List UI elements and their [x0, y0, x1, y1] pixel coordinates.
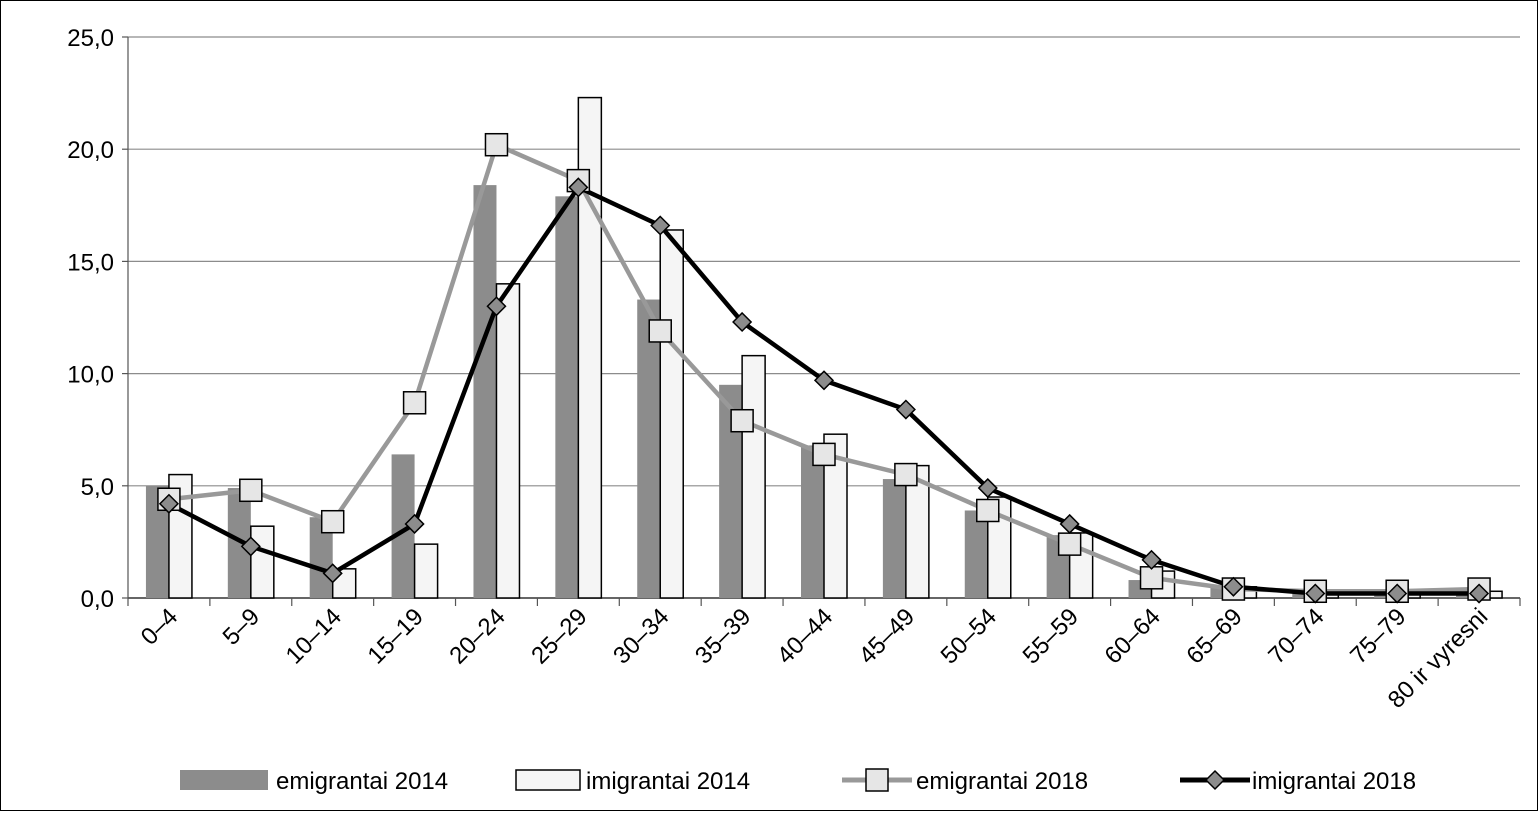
y-tick-label: 20,0	[67, 137, 114, 164]
x-tick-labels: 0–4 5–9 10–14 15–19 20–24 25–29 30–34 35–39 40–4…	[136, 603, 1494, 714]
square-marker	[894, 462, 918, 487]
x-tick-label: 75–79	[1345, 603, 1411, 669]
x-tick-label: 20–24	[444, 603, 510, 669]
y-tick-label: 15,0	[67, 249, 114, 276]
line-series	[157, 132, 1491, 604]
legend: emigrantai 2014 imigrantai 2014 emigrant…	[180, 768, 1416, 795]
y-tick-label: 25,0	[67, 25, 114, 52]
square-marker	[730, 408, 754, 433]
x-tick-label: 50–54	[936, 603, 1002, 669]
x-tick-label: 30–34	[608, 603, 674, 669]
bar	[637, 299, 661, 598]
x-tick-label: 0–4	[136, 603, 183, 650]
square-marker	[1139, 566, 1164, 590]
x-tick-label: 15–19	[363, 603, 429, 669]
square-marker	[402, 391, 427, 415]
x-tick-label: 35–39	[690, 603, 756, 669]
diamond-marker	[732, 311, 753, 333]
y-tick-label: 5,0	[81, 474, 114, 501]
diamond-marker	[1059, 513, 1080, 535]
bar	[964, 510, 988, 598]
x-tick-label: 55–59	[1018, 603, 1084, 669]
grid-lines	[122, 36, 1521, 606]
bar	[227, 488, 251, 598]
square-marker	[648, 319, 672, 343]
diamond-marker	[895, 399, 916, 420]
square-marker	[1057, 532, 1082, 556]
y-tick-labels: 0,0 5,0 10,0 15,0 20,0 25,0	[67, 25, 114, 613]
square-marker	[484, 132, 509, 157]
square-marker	[239, 478, 263, 503]
bar	[801, 445, 824, 598]
diamond-marker	[568, 177, 589, 198]
bar	[309, 517, 333, 598]
bar	[250, 525, 275, 599]
diamond-marker	[404, 513, 425, 535]
legend-marker-imigrantai-2018	[1204, 769, 1226, 791]
bar	[473, 185, 497, 598]
bar	[145, 485, 169, 598]
x-tick-label: 5–9	[218, 603, 265, 650]
y-tick-label: 0,0	[81, 586, 114, 613]
bar	[577, 96, 603, 599]
bar	[741, 354, 766, 599]
diamond-marker	[240, 536, 261, 557]
x-tick-label: 45–49	[854, 603, 920, 669]
bar	[413, 543, 439, 599]
legend-label-imigrantai-2014: imigrantai 2014	[586, 768, 750, 795]
bar	[659, 229, 684, 599]
legend-label-imigrantai-2018: imigrantai 2018	[1252, 768, 1416, 795]
square-marker	[320, 509, 345, 534]
diamond-marker	[977, 477, 998, 499]
bar	[823, 433, 848, 599]
bar	[719, 384, 743, 598]
bar	[987, 496, 1012, 599]
x-tick-label: 10–14	[281, 603, 347, 669]
diamond-marker	[1305, 583, 1326, 604]
legend-label-emigrantai-2018: emigrantai 2018	[916, 768, 1088, 795]
x-tick-label: 60–64	[1099, 603, 1165, 669]
bar	[495, 283, 521, 599]
diamond-marker	[486, 296, 507, 317]
legend-marker-emigrantai-2018	[865, 768, 889, 792]
diamond-marker	[813, 370, 835, 391]
x-tick-label: 70–74	[1263, 603, 1329, 669]
diamond-marker	[650, 215, 671, 236]
bar	[555, 196, 579, 598]
x-tick-label: 40–44	[772, 603, 838, 669]
diamond-marker	[322, 563, 343, 584]
y-tick-label: 10,0	[67, 362, 114, 389]
legend-swatch-imigrantai-2014	[515, 769, 581, 791]
square-marker	[976, 498, 1000, 523]
square-marker	[812, 442, 836, 467]
legend-label-emigrantai-2014: emigrantai 2014	[276, 768, 448, 795]
diamond-marker	[1141, 549, 1162, 570]
bar	[391, 454, 415, 598]
x-tick-label: 25–29	[526, 603, 592, 669]
diamond-marker	[1468, 583, 1490, 604]
legend-swatch-emigrantai-2014	[180, 770, 268, 790]
bar-series	[145, 96, 1503, 599]
diamond-marker	[1223, 576, 1244, 597]
x-tick-label: 65–69	[1181, 603, 1247, 669]
bar	[882, 479, 906, 598]
diamond-marker	[1387, 583, 1408, 604]
diamond-marker	[158, 493, 180, 514]
